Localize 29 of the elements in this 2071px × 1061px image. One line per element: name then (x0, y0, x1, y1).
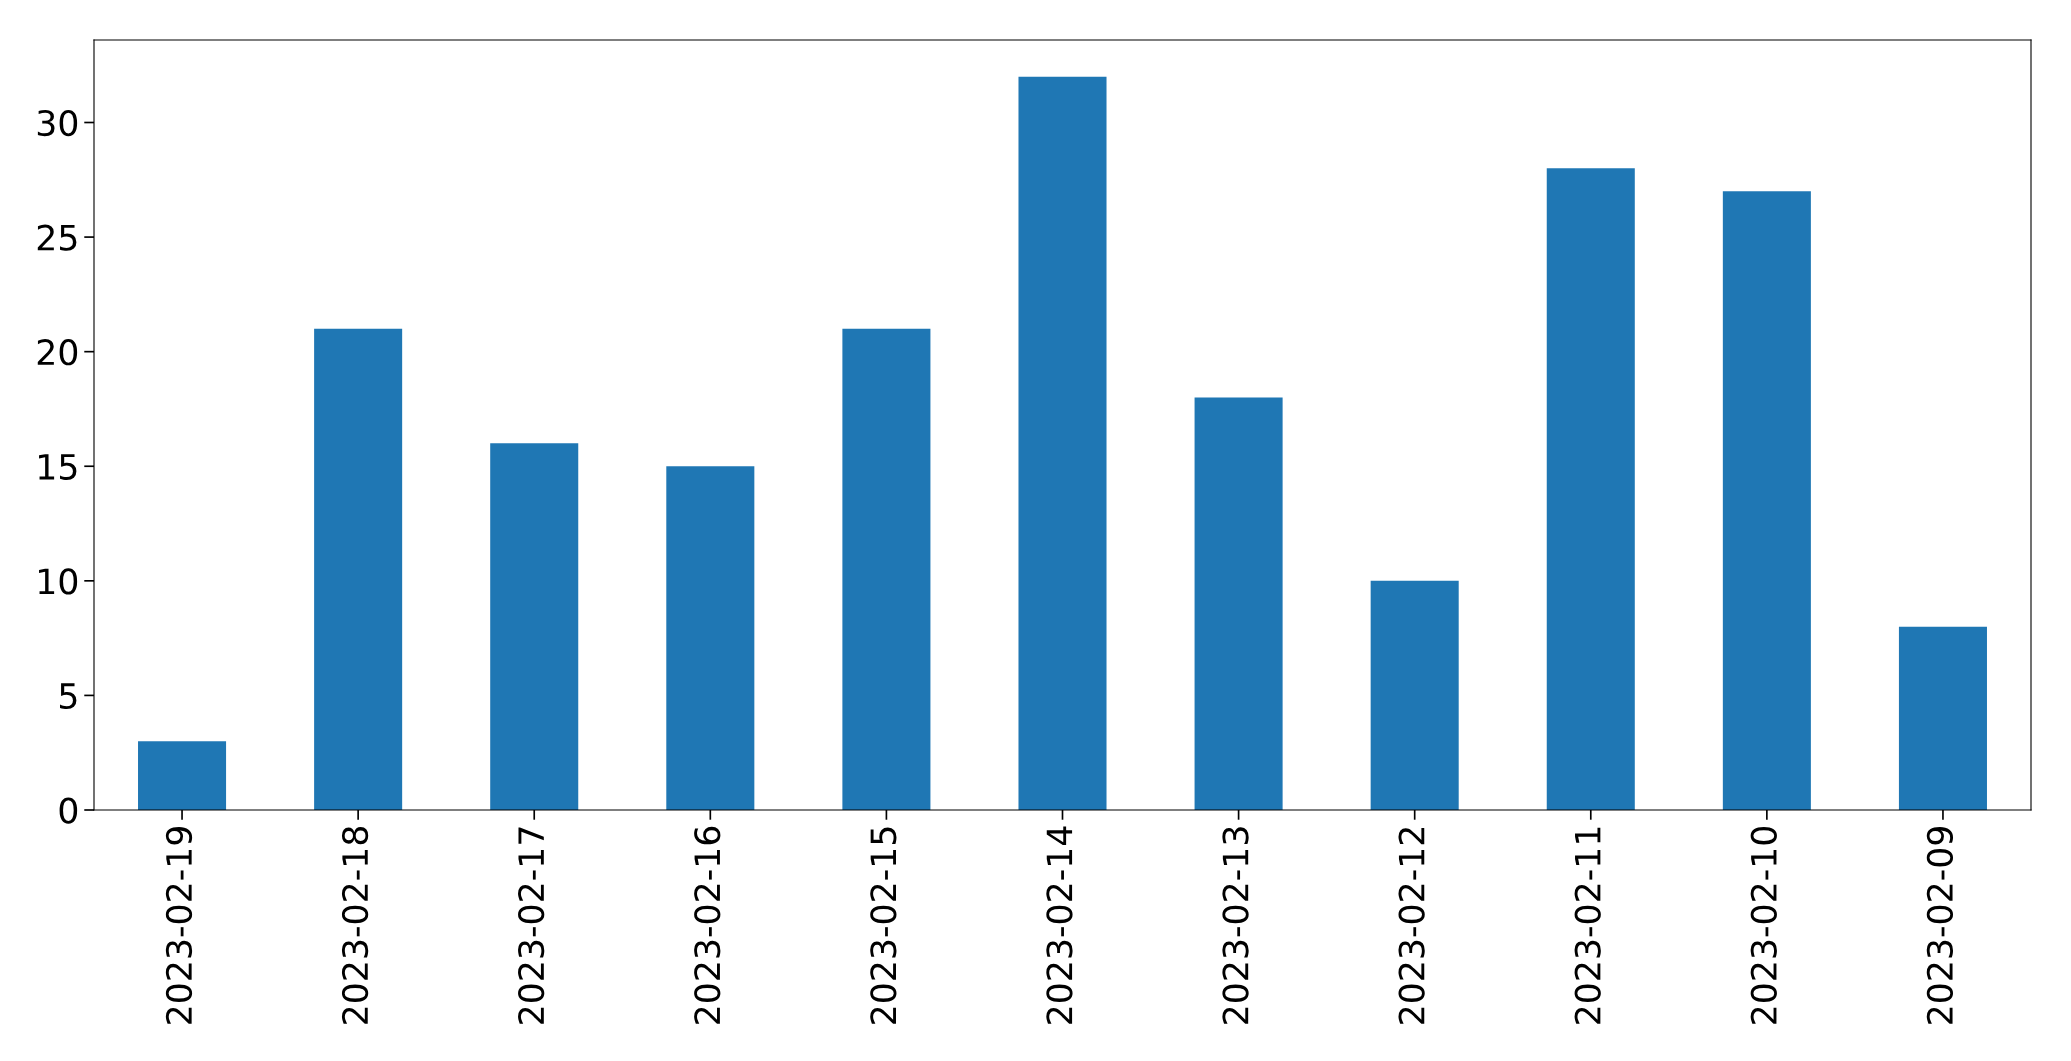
bar (1018, 76, 1107, 810)
bar (1898, 626, 1987, 810)
x-tick-label: 2023-02-09 (1926, 827, 1954, 1024)
y-tick-label: 0 (59, 797, 78, 824)
y-tick-label: 10 (39, 568, 78, 595)
x-tick-label: 2023-02-12 (1398, 828, 1425, 1024)
y-tick-label: 5 (60, 683, 77, 710)
bar (842, 328, 931, 810)
x-tick-label: 2023-02-15 (870, 827, 897, 1024)
bar (1722, 191, 1811, 810)
bar (1546, 168, 1635, 810)
bar (138, 741, 227, 810)
bar (1194, 397, 1283, 810)
x-tick-label: 2023-02-18 (341, 826, 369, 1024)
x-tick-label: 2023-02-14 (1046, 826, 1073, 1024)
x-tick-label: 2023-02-10 (1750, 826, 1777, 1024)
y-tick-label: 15 (39, 454, 77, 480)
x-tick-label: 2023-02-16 (694, 826, 721, 1024)
x-tick-label: 2023-02-13 (1222, 827, 1249, 1024)
y-tick-label: 30 (37, 109, 78, 137)
x-tick-label: 2023-02-17 (518, 827, 545, 1024)
bar (666, 466, 755, 810)
bar (1370, 580, 1459, 810)
bar (314, 328, 403, 810)
y-tick-label: 25 (37, 224, 77, 251)
bar (490, 443, 579, 810)
x-tick-label: 2023-02-11 (1574, 827, 1601, 1024)
y-tick-label: 20 (37, 339, 78, 366)
x-tick-label: 2023-02-19 (165, 827, 193, 1024)
